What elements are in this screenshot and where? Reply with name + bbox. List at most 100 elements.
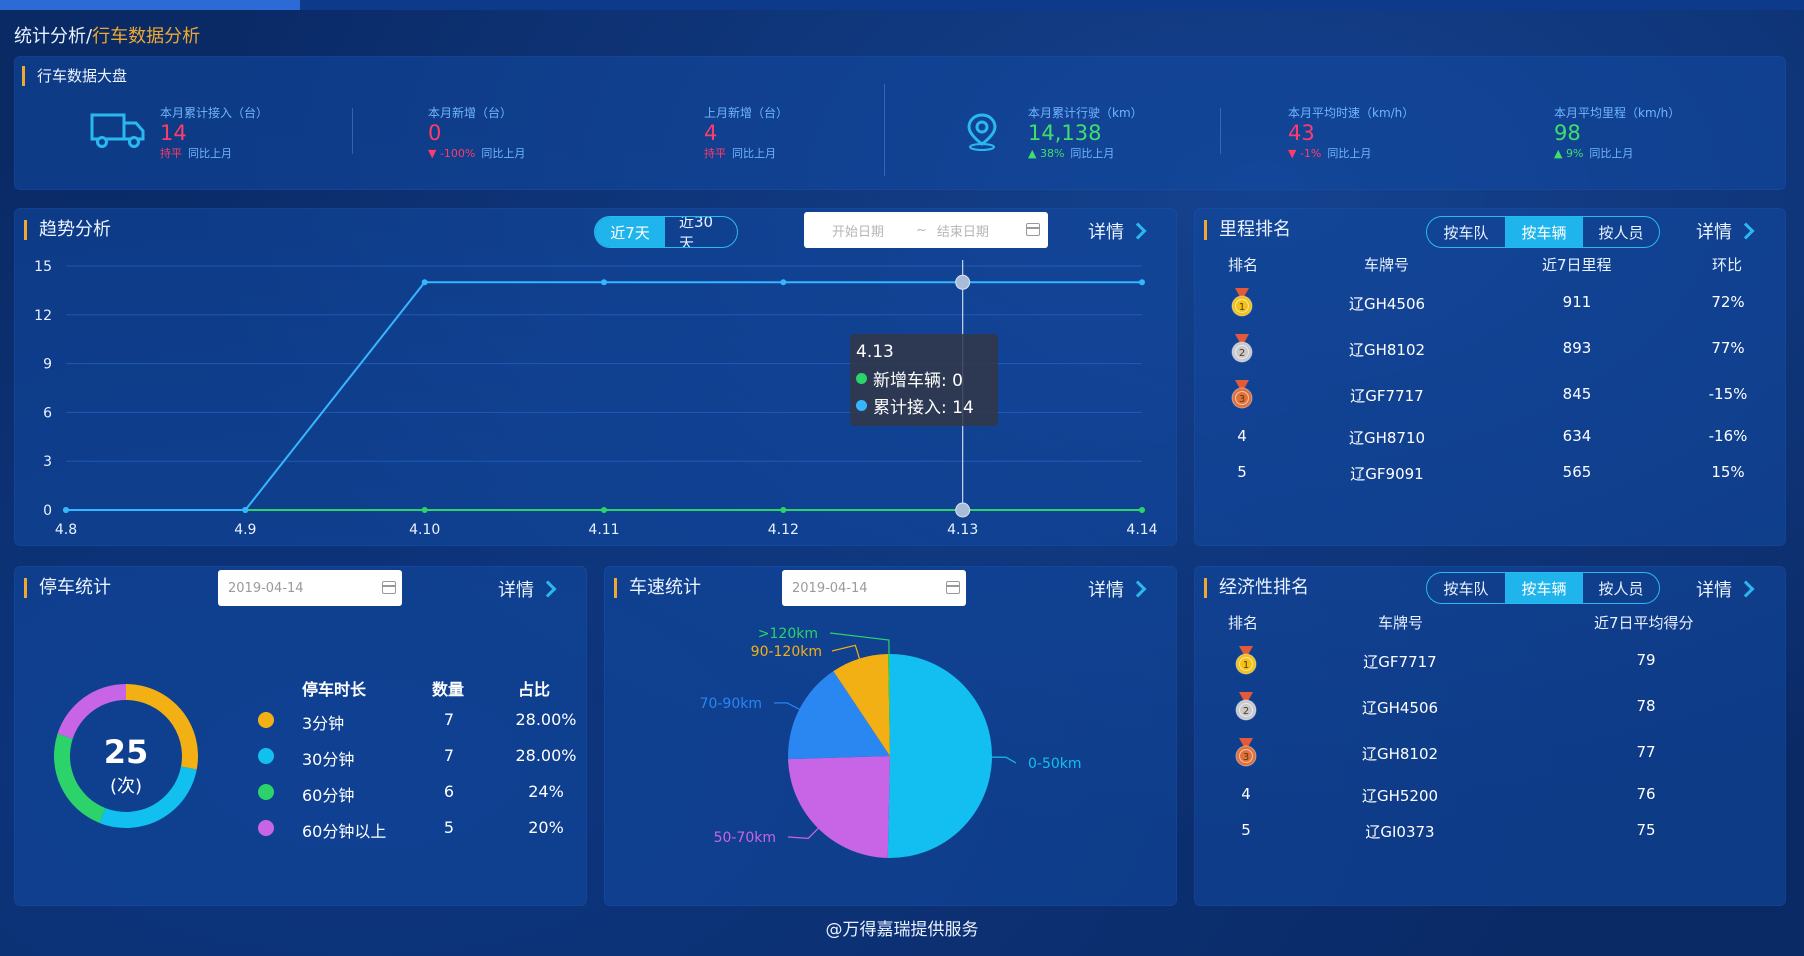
start-date-input[interactable]: 开始日期 [832,224,885,240]
plate-number[interactable]: 辽GF7717 [1350,387,1424,405]
tab-by-person[interactable]: 按人员 [1598,579,1644,598]
breadcrumb: 统计分析/行车数据分析 [14,22,200,48]
date-range-picker[interactable]: 开始日期 ~ 结束日期 [804,212,1048,248]
tooltip-title: 4.13 [856,342,894,362]
plate-number[interactable]: 辽GI0373 [1365,823,1435,841]
donut-segment-3 [54,733,106,823]
medal-1-icon: 1 [1231,288,1253,317]
duration-percent: 20% [528,818,564,837]
parking-date-input[interactable]: 2019-04-14 [218,570,402,606]
parking-panel: 停车统计 2019-04-14 详情 25 (次) 停车时长 数量 占比 3分钟… [14,566,587,906]
speed-title: 车速统计 [614,578,701,598]
kpi-label: 本月平均里程（km/h） [1554,106,1681,120]
medal-1-icon: 1 [1235,646,1257,675]
tab-by-vehicle[interactable]: 按车辆 [1505,573,1583,603]
pie-slice-5 [888,654,890,756]
pie-label: >120km [758,626,818,642]
parking-detail-link[interactable]: 详情 [498,576,557,602]
plate-number[interactable]: 辽GH8710 [1348,429,1426,447]
plate-number[interactable]: 辽GH4506 [1361,699,1439,717]
rank-value: 911 [1562,293,1592,311]
x-tick-label: 4.13 [947,522,978,538]
column-header: 车牌号 [1378,614,1424,632]
speed-detail-link[interactable]: 详情 [1088,576,1147,602]
kpi-total-mileage: 本月累计行驶（km） 14,138 ▲ 38% 同比上月 [1028,104,1143,161]
column-header: 数量 [432,680,465,699]
plate-number[interactable]: 辽GH5200 [1361,787,1439,805]
legend-dot [258,784,274,800]
footer-credit: @万得嘉瑞提供服务 [825,920,979,940]
plate-number[interactable]: 辽GF9091 [1350,465,1424,483]
kpi-value: 4 [704,121,718,145]
duration-label: 60分钟 [302,786,355,805]
kpi-change: 持平 [160,147,182,160]
detail-label: 详情 [1088,222,1124,243]
end-date-input[interactable]: 结束日期 [936,224,989,240]
tab-by-fleet[interactable]: 按车队 [1443,579,1489,598]
rank-value: 565 [1562,463,1592,481]
kpi-change: ▼ -1% [1288,147,1322,160]
trend-panel: 趋势分析 近7天 近30天 开始日期 ~ 结束日期 详情 0 3 6 9 12 15 4.8… [14,208,1177,546]
tab-30-days[interactable]: 近30天 [679,216,714,248]
calendar-icon[interactable] [946,581,960,594]
svg-text:3: 3 [1239,394,1245,405]
legend-dot [258,712,274,728]
duration-count: 7 [443,710,455,729]
tab-7-days[interactable]: 近7天 [595,217,665,247]
tab-by-vehicle[interactable]: 按车辆 [1505,217,1583,247]
y-tick-label: 0 [43,503,52,519]
column-header: 近7日平均得分 [1594,614,1694,632]
rank-value: 78 [1636,697,1656,715]
duration-count: 7 [443,746,455,765]
calendar-icon[interactable] [382,581,396,594]
rank-value: 79 [1636,651,1656,669]
rank-ratio: 72% [1711,293,1745,311]
tab-by-fleet[interactable]: 按车队 [1443,223,1489,242]
trend-detail-link[interactable]: 详情 [1088,218,1147,244]
kpi-compare-label: 同比上月 [1070,147,1115,160]
y-tick-label: 3 [43,454,52,470]
duration-count: 5 [443,818,455,837]
rank-number: 5 [1237,463,1247,481]
detail-label: 详情 [1696,222,1732,243]
data-point [601,279,607,286]
plate-number[interactable]: 辽GH4506 [1348,295,1426,313]
mileage-detail-link[interactable]: 详情 [1696,218,1755,244]
column-header: 占比 [518,680,551,699]
svg-text:3: 3 [1243,752,1249,763]
kpi-avg-mileage: 本月平均里程（km/h） 98 ▲ 9% 同比上月 [1554,104,1680,161]
breadcrumb-parent[interactable]: 统计分析 [14,26,86,47]
parking-donut-chart [54,684,198,828]
tab-by-person[interactable]: 按人员 [1598,223,1644,242]
pie-label-line [829,632,890,655]
plate-number[interactable]: 辽GH8102 [1348,341,1426,359]
overview-panel: 行车数据大盘 本月累计接入（台） 14 持平 同比上月 本月新增（台） 0 ▼ -… [14,56,1786,190]
kpi-divider [352,108,353,154]
data-point [955,502,971,518]
trend-line-chart: 0 3 6 9 12 15 4.8 4.9 4.10 4.11 4.12 4.13 4.14 [34,259,1158,538]
data-point [1139,279,1145,286]
data-point [780,507,787,513]
economy-detail-link[interactable]: 详情 [1696,576,1755,602]
kpi-change: ▲ 38% [1028,147,1065,160]
svg-text:2: 2 [1239,348,1245,359]
kpi-compare-label: 同比上月 [1589,147,1634,160]
plate-number[interactable]: 辽GH8102 [1361,745,1439,763]
column-header: 环比 [1712,256,1743,274]
speed-date-input[interactable]: 2019-04-14 [782,570,966,606]
kpi-label: 本月平均时速（km/h） [1288,106,1415,120]
calendar-icon[interactable] [1026,223,1040,236]
date-value: 2019-04-14 [792,580,868,596]
column-header: 停车时长 [302,680,367,699]
medal-2-icon: 2 [1231,334,1253,363]
x-tick-label: 4.11 [588,522,619,538]
kpi-compare-label: 同比上月 [732,147,776,160]
pie-slice-4 [833,654,890,756]
plate-number[interactable]: 辽GF7717 [1363,653,1437,671]
x-tick-label: 4.9 [234,522,256,538]
rank-value: 76 [1636,785,1656,803]
kpi-change: ▲ 9% [1554,147,1584,160]
rank-ratio: -15% [1708,385,1748,403]
economy-rank-title: 经济性排名 [1204,578,1309,598]
svg-text:1: 1 [1243,660,1249,671]
